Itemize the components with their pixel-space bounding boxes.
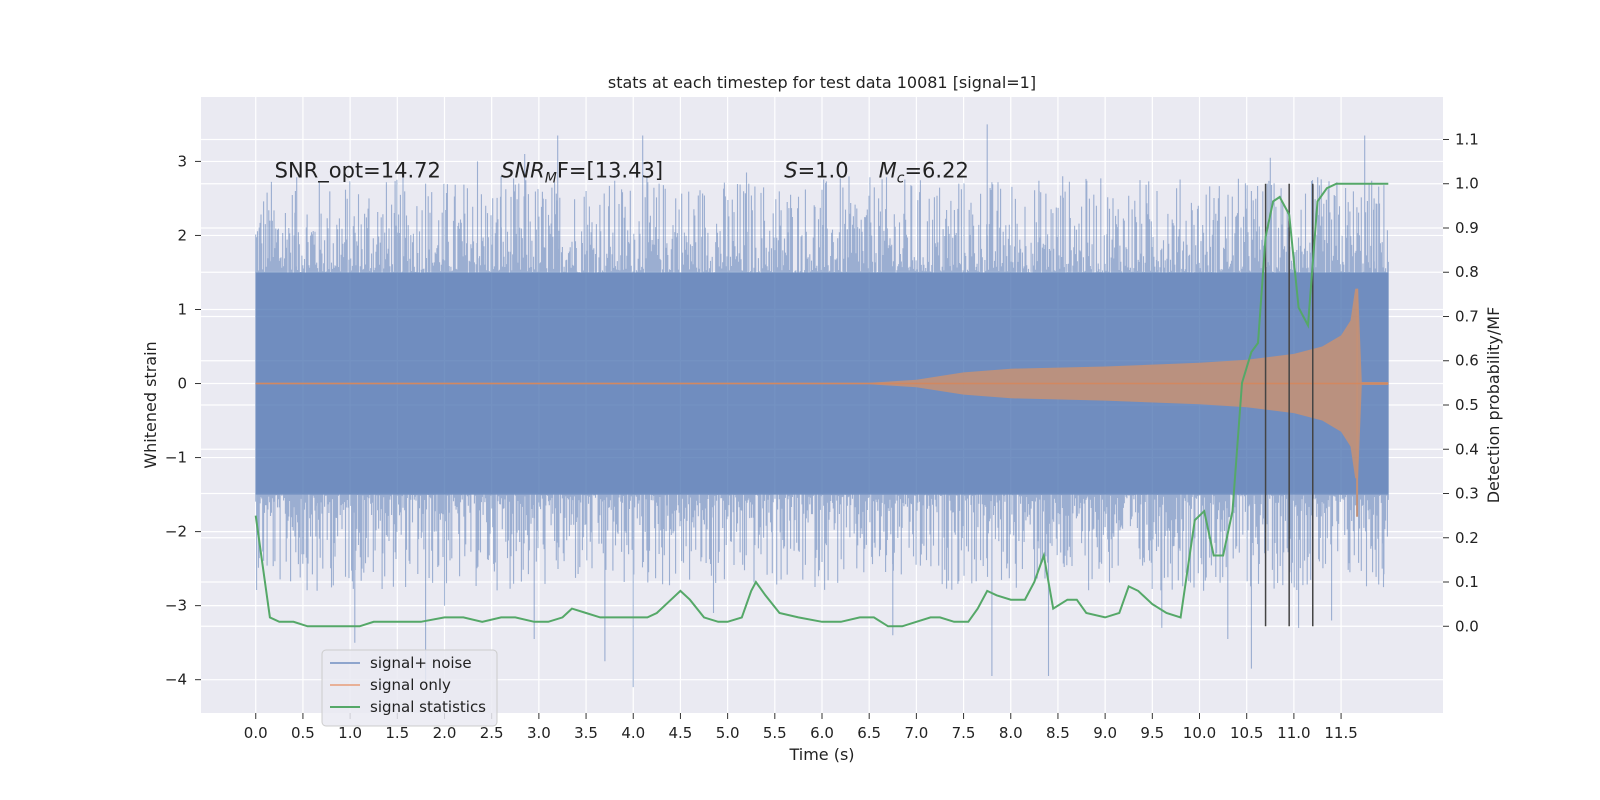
legend-label: signal only bbox=[370, 676, 451, 694]
y-right-tick-label: 0.4 bbox=[1455, 440, 1479, 458]
x-tick-label: 8.0 bbox=[999, 724, 1023, 742]
x-tick-label: 5.5 bbox=[763, 724, 787, 742]
annotation: SNRMF=[13.43] bbox=[501, 159, 663, 187]
x-tick-label: 2.0 bbox=[433, 724, 457, 742]
signal-statistics-series bbox=[254, 182, 1389, 628]
x-tick-label: 2.5 bbox=[480, 724, 504, 742]
legend-box bbox=[321, 649, 498, 727]
y-right-tick-label: 0.3 bbox=[1455, 485, 1479, 503]
y-right-tick-label: 1.0 bbox=[1455, 175, 1479, 193]
x-tick-label: 6.0 bbox=[810, 724, 834, 742]
x-tick-label: 1.5 bbox=[385, 724, 409, 742]
x-tick-label: 8.5 bbox=[1046, 724, 1070, 742]
y-right-tick-label: 0.7 bbox=[1455, 307, 1479, 325]
y-left-tick-label: −1 bbox=[165, 449, 187, 467]
x-tick-label: 7.0 bbox=[904, 724, 928, 742]
y-left-tick-label: 3 bbox=[177, 152, 187, 170]
x-tick-label: 11.5 bbox=[1324, 724, 1357, 742]
y-left-tick-label: −3 bbox=[165, 597, 187, 615]
legend-label: signal statistics bbox=[370, 698, 486, 716]
y-left-tick-label: −4 bbox=[165, 671, 187, 689]
x-tick-label: 3.5 bbox=[574, 724, 598, 742]
x-tick-label: 6.5 bbox=[857, 724, 881, 742]
y-axis-right-label: Detection probability/MF bbox=[1484, 307, 1503, 504]
x-tick-label: 10.5 bbox=[1230, 724, 1263, 742]
x-tick-label: 11.0 bbox=[1277, 724, 1310, 742]
y-axis-right: 1.1 1.0 0.9 0.8 0.7 0.6 0.5 0.4 0.3 0.2 0.1 0.0 bbox=[1443, 130, 1479, 635]
y-left-tick-label: 2 bbox=[177, 226, 187, 244]
annotation: SNR_opt=14.72 bbox=[275, 159, 441, 184]
y-right-tick-label: 0.2 bbox=[1455, 529, 1479, 547]
x-axis-label: Time (s) bbox=[788, 745, 854, 764]
legend-label: signal+ noise bbox=[370, 654, 472, 672]
x-tick-label: 0.5 bbox=[291, 724, 315, 742]
y-left-tick-label: −2 bbox=[165, 523, 187, 541]
x-tick-label: 4.5 bbox=[669, 724, 693, 742]
y-right-tick-label: 0.0 bbox=[1455, 617, 1479, 635]
y-axis-left: 3 2 1 0 −1 −2 −3 −4 bbox=[165, 152, 201, 689]
x-tick-label: 7.5 bbox=[952, 724, 976, 742]
y-right-tick-label: 0.6 bbox=[1455, 352, 1479, 370]
y-right-tick-label: 0.1 bbox=[1455, 573, 1479, 591]
x-tick-label: 4.0 bbox=[621, 724, 645, 742]
y-right-tick-label: 0.8 bbox=[1455, 263, 1479, 281]
y-left-tick-label: 0 bbox=[177, 375, 187, 393]
annotations: SNR_opt=14.72 SNRMF=[13.43] S=1.0 Mc=6.22 bbox=[275, 159, 969, 187]
x-tick-label: 1.0 bbox=[338, 724, 362, 742]
y-right-tick-label: 0.5 bbox=[1455, 396, 1479, 414]
x-tick-label: 9.0 bbox=[1093, 724, 1117, 742]
y-right-tick-label: 0.9 bbox=[1455, 219, 1479, 237]
chart-title: stats at each timestep for test data 100… bbox=[608, 73, 1036, 92]
x-tick-label: 10.0 bbox=[1183, 724, 1216, 742]
annotation: Mc=6.22 bbox=[879, 159, 969, 187]
y-left-tick-label: 1 bbox=[177, 300, 187, 318]
x-tick-label: 9.5 bbox=[1140, 724, 1164, 742]
x-axis: 0.0 0.5 1.0 1.5 2.0 2.5 3.0 3.5 4.0 4.5 5.0 5.5 6.0 6… bbox=[244, 713, 1358, 742]
legend: signal+ noise signal only signal statistic… bbox=[321, 649, 498, 727]
signal-only-series bbox=[255, 288, 1389, 517]
annotation: S=1.0 bbox=[784, 159, 848, 183]
y-right-tick-label: 1.1 bbox=[1455, 130, 1479, 148]
x-tick-label: 0.0 bbox=[244, 724, 268, 742]
signal-statistics-line bbox=[254, 182, 1389, 628]
x-tick-label: 5.0 bbox=[716, 724, 740, 742]
y-axis-left-label: Whitened strain bbox=[141, 341, 160, 468]
x-tick-label: 3.0 bbox=[527, 724, 551, 742]
